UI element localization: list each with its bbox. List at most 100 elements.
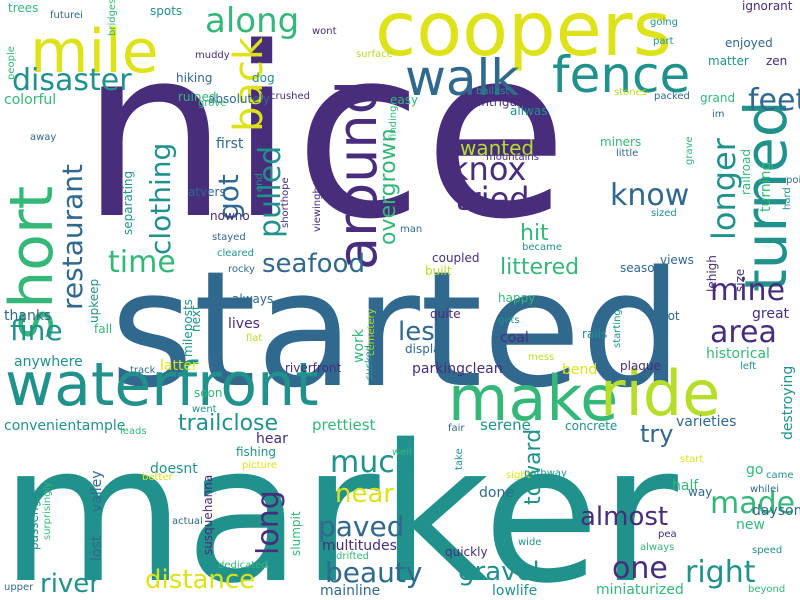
cloud-word: around <box>326 80 389 270</box>
cloud-word: try <box>640 420 673 448</box>
cloud-word: wide <box>518 537 541 548</box>
cloud-word: go <box>746 462 763 478</box>
cloud-word: shorthope <box>280 177 291 228</box>
cloud-word: coal <box>500 330 529 346</box>
cloud-word: daysome <box>752 503 800 519</box>
cloud-word: bridges <box>107 0 118 36</box>
cloud-word: gravel <box>458 557 540 587</box>
cloud-word: grave <box>684 136 695 165</box>
cloud-word: coupled <box>432 251 480 265</box>
cloud-word: ignorant <box>742 0 793 13</box>
cloud-word: varieties <box>676 414 736 430</box>
cloud-word: time <box>108 245 176 280</box>
cloud-word: longer <box>705 137 743 240</box>
cloud-word: riverfront <box>285 361 342 375</box>
cloud-word: packed <box>654 91 690 102</box>
cloud-word: concrete <box>565 419 617 433</box>
cloud-word: start <box>680 454 703 465</box>
cloud-word: trailclose <box>178 411 278 436</box>
cloud-word: hit <box>520 221 549 246</box>
cloud-word: well <box>392 447 412 458</box>
cloud-word: rocky <box>228 264 255 275</box>
cloud-word: near <box>335 479 394 509</box>
cloud-word: separating <box>121 171 135 235</box>
cloud-word: clothing <box>144 143 177 255</box>
cloud-word: enjoyed <box>725 36 773 50</box>
cloud-word: cemetery <box>366 308 377 356</box>
cloud-word: plaque <box>620 359 661 373</box>
cloud-word: track <box>130 365 156 376</box>
cloud-word: stones <box>614 87 647 98</box>
cloud-word: dog <box>252 71 275 85</box>
cloud-word: point <box>786 175 800 186</box>
cloud-word: great <box>752 306 790 322</box>
cloud-word: whilei <box>750 484 779 495</box>
cloud-word: beyond <box>748 584 785 595</box>
cloud-word: allwas <box>510 104 547 118</box>
cloud-word: knox <box>450 150 526 188</box>
cloud-word: wanted <box>460 136 534 160</box>
cloud-word: viewingbeautiful <box>312 149 323 232</box>
cloud-word: sight <box>506 470 531 481</box>
cloud-word: prettiest <box>312 416 376 434</box>
cloud-word: doesnt <box>150 461 198 477</box>
cloud-word: serene <box>480 416 531 434</box>
cloud-word: lowlife <box>492 583 537 599</box>
cloud-word: know <box>610 178 689 213</box>
cloud-word: intrigue <box>478 95 525 109</box>
cloud-word: cleared <box>217 248 254 259</box>
cloud-word: parkingclean <box>412 361 503 377</box>
cloud-word: distance <box>145 565 255 595</box>
cloud-word: flat <box>246 333 262 344</box>
cloud-word: anywhere <box>14 354 83 370</box>
cloud-word: atvers <box>188 185 226 199</box>
cloud-word: lives <box>228 316 260 332</box>
cloud-word: multitudes <box>322 538 397 554</box>
cloud-word: overgrown <box>376 128 401 245</box>
cloud-word: soon <box>194 386 223 400</box>
cloud-word: miniaturized <box>596 582 684 598</box>
cloud-word: im <box>712 109 725 120</box>
cloud-word: got <box>212 174 245 220</box>
cloud-word: mileposts <box>181 299 195 357</box>
cloud-word: part <box>653 36 674 47</box>
cloud-word: seasons <box>620 261 668 275</box>
cloud-word: historical <box>706 346 770 362</box>
cloud-word: fine <box>10 314 63 347</box>
cloud-word: way <box>688 485 712 499</box>
cloud-word: lost <box>89 535 105 561</box>
cloud-word: much <box>330 445 414 480</box>
cloud-word: crushed <box>270 91 310 102</box>
cloud-word: pulled <box>253 146 288 238</box>
cloud-word: turned <box>732 100 800 292</box>
cloud-word: gets <box>498 315 520 326</box>
cloud-word: latter <box>160 358 198 374</box>
cloud-word: river <box>40 569 100 599</box>
cloud-word: work <box>351 328 367 363</box>
cloud-word: mountains <box>486 152 539 163</box>
cloud-word: coopers <box>375 0 672 73</box>
cloud-word: less <box>398 317 448 347</box>
cloud-word: almost <box>580 502 668 532</box>
cloud-word: littered <box>500 255 579 280</box>
cloud-word: thanks <box>4 308 51 324</box>
cloud-word: actual <box>172 516 203 527</box>
cloud-word: marker <box>0 404 679 600</box>
cloud-word: made <box>710 486 795 521</box>
cloud-word: starting <box>612 309 623 348</box>
cloud-word: walk <box>405 49 519 107</box>
cloud-word: fair <box>448 423 465 434</box>
cloud-word: mile <box>30 17 159 87</box>
cloud-word: speed <box>752 545 782 556</box>
cloud-word: take <box>454 448 465 470</box>
cloud-word: muddy <box>195 50 230 61</box>
cloud-word: quickly <box>445 545 488 559</box>
cloud-word: drifted <box>336 551 369 562</box>
cloud-word: ballast <box>476 86 509 97</box>
cloud-word: hard <box>782 187 793 210</box>
cloud-word: better <box>142 472 173 483</box>
cloud-word: make <box>448 362 618 435</box>
cloud-word: passenger <box>27 488 41 550</box>
